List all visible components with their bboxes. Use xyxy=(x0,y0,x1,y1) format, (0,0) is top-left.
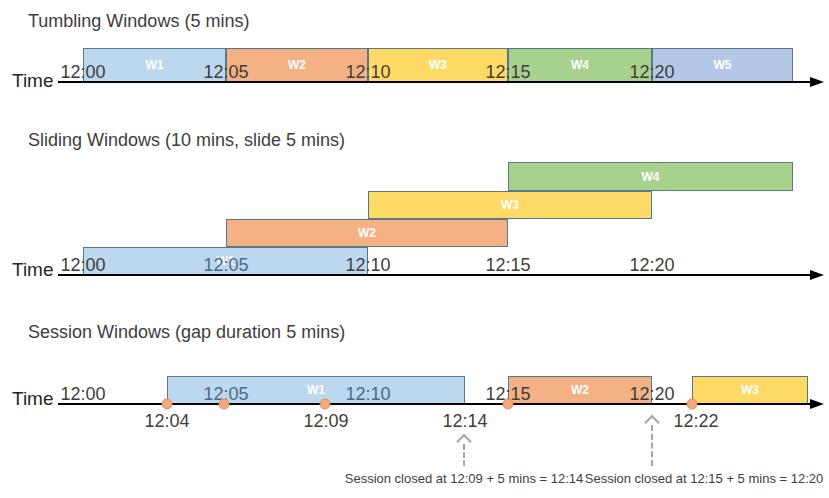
session-title: Session Windows (gap duration 5 mins) xyxy=(28,322,345,343)
sliding-window-w2: W2 xyxy=(226,219,508,247)
windowing-diagram: Tumbling Windows (5 mins) Time W1 W2 W3 … xyxy=(0,0,829,498)
window-label: W5 xyxy=(714,58,732,72)
tumbling-tick-1215: 12:15 xyxy=(485,63,530,81)
window-label: W4 xyxy=(571,58,589,72)
tumbling-axis-arrowhead-icon xyxy=(810,77,824,87)
event-dot-1205 xyxy=(219,399,230,410)
event-label-1214: 12:14 xyxy=(442,412,487,430)
session-time-label: Time xyxy=(12,388,54,410)
window-label: W3 xyxy=(501,198,519,212)
sliding-tick-1215: 12:15 xyxy=(485,256,530,274)
window-label: W3 xyxy=(429,58,447,72)
sliding-tick-1210: 12:10 xyxy=(345,256,390,274)
sliding-title: Sliding Windows (10 mins, slide 5 mins) xyxy=(28,130,345,151)
event-dot-1222 xyxy=(687,399,698,410)
tumbling-tick-1200: 12:00 xyxy=(60,63,105,81)
dashed-callout-line xyxy=(463,444,465,466)
window-label: W1 xyxy=(307,383,325,397)
tumbling-tick-1220: 12:20 xyxy=(629,63,674,81)
tumbling-tick-1205: 12:05 xyxy=(203,63,248,81)
window-label: W4 xyxy=(642,170,660,184)
tumbling-time-label: Time xyxy=(12,70,54,92)
sliding-window-w3: W3 xyxy=(368,191,652,219)
sliding-tick-1200: 12:00 xyxy=(60,256,105,274)
window-label: W2 xyxy=(288,58,306,72)
sliding-window-w4: W4 xyxy=(508,162,793,191)
sliding-time-label: Time xyxy=(12,259,54,281)
window-label: W3 xyxy=(741,383,759,397)
session-tick-1200: 12:00 xyxy=(60,385,105,403)
sliding-axis xyxy=(58,274,811,276)
session-window-w3: W3 xyxy=(692,376,808,404)
event-label-1209: 12:09 xyxy=(303,412,348,430)
event-label-1222: 12:22 xyxy=(673,412,718,430)
tumbling-axis xyxy=(58,81,811,83)
window-label: W2 xyxy=(358,226,376,240)
session-annotation-2: Session closed at 12:15 + 5 mins = 12:20 xyxy=(585,472,824,487)
window-label: W1 xyxy=(146,58,164,72)
sliding-tick-1220: 12:20 xyxy=(629,256,674,274)
tumbling-title: Tumbling Windows (5 mins) xyxy=(28,11,249,32)
session-axis-arrowhead-icon xyxy=(810,399,824,409)
session-annotation-1: Session closed at 12:09 + 5 mins = 12:14 xyxy=(345,472,584,487)
session-tick-1210: 12:10 xyxy=(345,385,390,403)
tumbling-tick-1210: 12:10 xyxy=(345,63,390,81)
session-tick-1220: 12:20 xyxy=(629,385,674,403)
sliding-axis-arrowhead-icon xyxy=(810,270,824,280)
event-dot-1204 xyxy=(162,399,173,410)
event-label-1204: 12:04 xyxy=(144,412,189,430)
dashed-callout-line xyxy=(651,425,653,466)
event-dot-1209 xyxy=(320,399,331,410)
sliding-tick-1205: 12:05 xyxy=(203,256,248,274)
event-dot-1215 xyxy=(503,399,514,410)
window-label: W2 xyxy=(571,383,589,397)
